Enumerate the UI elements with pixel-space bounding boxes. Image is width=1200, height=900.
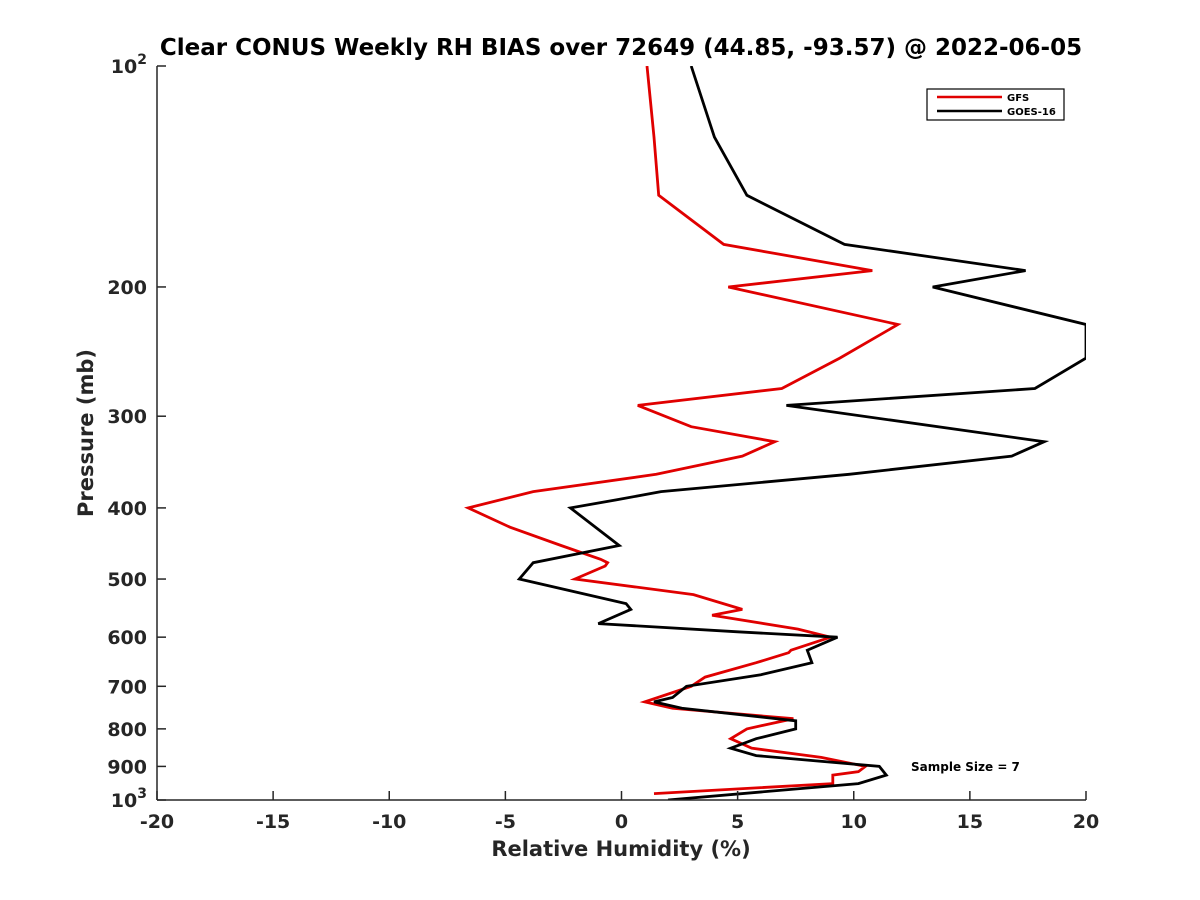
y-axis-label: Pressure (mb) (74, 349, 98, 517)
legend: GFS GOES-16 (926, 88, 1065, 121)
series-line-goes16 (516, 66, 1086, 800)
y-tick-label: 700 (107, 676, 147, 698)
legend-label-gfs: GFS (1007, 93, 1029, 104)
y-ticks: 102 200 300 400 500 600 700 800 900 103 (107, 52, 166, 812)
y-tick-label: 900 (107, 756, 147, 778)
y-tick-label: 500 (107, 569, 147, 591)
x-tick-label: -15 (256, 811, 290, 833)
x-tick-label: -10 (372, 811, 406, 833)
x-tick-label: 10 (841, 811, 867, 833)
series-layer (464, 66, 1086, 800)
legend-label-goes16: GOES-16 (1007, 107, 1056, 118)
chart-title: Clear CONUS Weekly RH BIAS over 72649 (4… (160, 35, 1082, 61)
y-tick-label: 200 (107, 277, 147, 299)
x-axis-label: Relative Humidity (%) (491, 837, 750, 861)
x-tick-label: -20 (140, 811, 174, 833)
x-ticks: -20 -15 -10 -5 0 5 10 15 20 (140, 791, 1099, 833)
x-tick-label: 5 (731, 811, 744, 833)
x-tick-label: -5 (495, 811, 516, 833)
series-line-gfs (464, 66, 902, 795)
y-tick-label: 103 (111, 786, 147, 812)
x-tick-label: 20 (1073, 811, 1099, 833)
y-tick-label: 400 (107, 498, 147, 520)
sample-size-annotation: Sample Size = 7 (911, 760, 1020, 774)
y-tick-label: 102 (111, 52, 147, 78)
y-tick-label: 600 (107, 627, 147, 649)
x-tick-label: 0 (615, 811, 628, 833)
legend-box (926, 88, 1065, 121)
y-tick-label: 300 (107, 406, 147, 428)
y-tick-label: 800 (107, 719, 147, 741)
x-tick-label: 15 (957, 811, 983, 833)
